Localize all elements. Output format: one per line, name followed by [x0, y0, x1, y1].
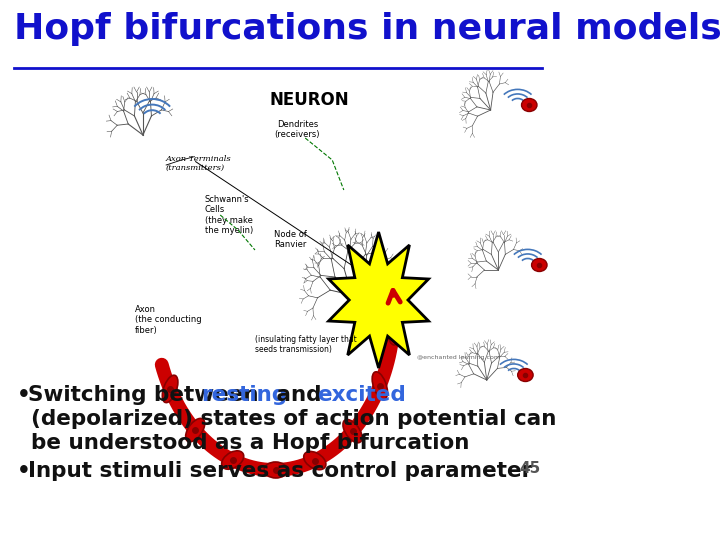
Text: be understood as a Hopf bifurcation: be understood as a Hopf bifurcation [31, 433, 469, 453]
Ellipse shape [162, 375, 178, 403]
Ellipse shape [531, 259, 547, 272]
Text: 45: 45 [519, 461, 541, 476]
Text: excited: excited [318, 385, 406, 405]
Ellipse shape [372, 372, 387, 400]
Text: @enchanted learning.com: @enchanted learning.com [417, 355, 500, 360]
Text: Axon
(the conducting
fiber): Axon (the conducting fiber) [135, 305, 202, 335]
Text: and: and [269, 385, 329, 405]
Ellipse shape [264, 462, 287, 478]
Ellipse shape [304, 451, 326, 470]
Text: •: • [17, 385, 31, 405]
Text: Hopf bifurcations in neural models: Hopf bifurcations in neural models [14, 12, 720, 46]
Ellipse shape [521, 98, 537, 111]
Text: Dendrites
(receivers): Dendrites (receivers) [275, 120, 320, 139]
Ellipse shape [343, 420, 362, 443]
Text: (insulating fatty layer that
seeds transmission): (insulating fatty layer that seeds trans… [255, 335, 356, 354]
Polygon shape [328, 232, 428, 368]
Text: •: • [17, 461, 31, 481]
Text: (depolarized) states of action potential can: (depolarized) states of action potential… [31, 409, 557, 429]
Ellipse shape [222, 451, 243, 469]
Text: Input stimuli serves as control parameter: Input stimuli serves as control paramete… [28, 461, 532, 481]
Ellipse shape [518, 368, 533, 381]
Text: Axon Terminals
(transmitters): Axon Terminals (transmitters) [166, 155, 232, 172]
Ellipse shape [387, 315, 400, 345]
Text: Node of
Ranvier: Node of Ranvier [274, 230, 307, 249]
Text: resting: resting [202, 385, 287, 405]
Text: Switching between: Switching between [28, 385, 266, 405]
Ellipse shape [186, 418, 204, 442]
Text: NEURON: NEURON [269, 91, 349, 109]
Text: Schwann's
Cells
(they make
the myelin): Schwann's Cells (they make the myelin) [204, 195, 253, 235]
